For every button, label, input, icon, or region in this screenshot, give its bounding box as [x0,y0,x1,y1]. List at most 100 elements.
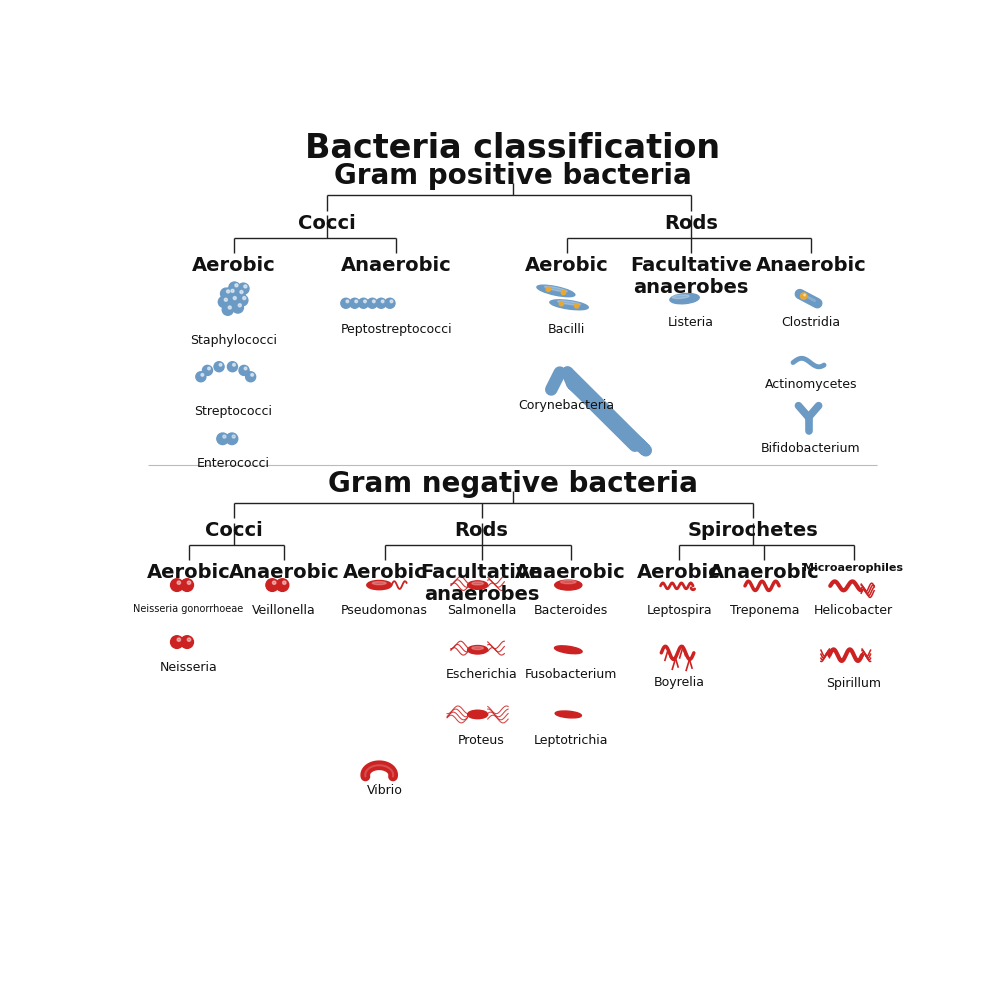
Ellipse shape [472,647,483,650]
Ellipse shape [468,581,488,589]
Text: Fusobacterium: Fusobacterium [524,668,617,681]
Circle shape [575,304,579,308]
Circle shape [561,290,566,295]
Text: Aerobic: Aerobic [343,563,426,582]
Circle shape [225,288,236,299]
Text: Microaerophiles: Microaerophiles [804,563,904,573]
Text: Spirillum: Spirillum [826,677,881,690]
Text: Aerobic: Aerobic [637,563,721,582]
Circle shape [346,300,349,303]
Circle shape [223,435,226,438]
Circle shape [229,282,240,293]
Circle shape [385,298,395,308]
Circle shape [804,294,805,296]
Circle shape [181,579,193,591]
Circle shape [234,289,245,300]
Text: Bifidobacterium: Bifidobacterium [761,442,861,455]
Circle shape [231,289,234,292]
Circle shape [364,300,366,303]
Ellipse shape [558,301,581,305]
Circle shape [244,285,247,288]
Text: Anaerobic: Anaerobic [228,563,339,582]
Text: Veillonella: Veillonella [252,604,316,617]
Circle shape [238,304,241,307]
Text: Escherichia: Escherichia [446,668,517,681]
Circle shape [350,298,360,308]
Circle shape [221,288,232,299]
Circle shape [266,579,279,591]
Text: Streptococci: Streptococci [194,405,272,418]
Text: Aerobic: Aerobic [525,256,609,275]
Text: Spirochetes: Spirochetes [687,521,818,540]
Circle shape [222,304,233,315]
Text: Anaerobic: Anaerobic [709,563,820,582]
Text: Clostridia: Clostridia [781,316,840,329]
Text: Corynebacteria: Corynebacteria [519,399,615,412]
Text: Facultative
anaerobes: Facultative anaerobes [630,256,752,297]
Circle shape [251,374,254,376]
Circle shape [217,433,228,445]
Circle shape [272,581,276,584]
Circle shape [201,374,204,376]
Circle shape [355,300,358,303]
Circle shape [177,638,181,641]
Circle shape [232,302,243,313]
Circle shape [283,581,286,584]
Circle shape [228,306,231,309]
Circle shape [235,284,238,287]
Circle shape [372,300,375,303]
Ellipse shape [468,710,488,719]
Text: Leptotrichia: Leptotrichia [533,734,608,747]
Text: Staphylococci: Staphylococci [190,334,277,347]
Ellipse shape [561,580,576,584]
Ellipse shape [670,293,699,304]
Ellipse shape [472,582,483,585]
Circle shape [276,579,289,591]
Circle shape [196,372,206,382]
Text: Rods: Rods [664,214,718,233]
Text: Bacteria classification: Bacteria classification [305,132,720,165]
Circle shape [390,300,393,303]
Ellipse shape [555,711,581,718]
Circle shape [240,290,243,294]
Ellipse shape [555,580,582,590]
Circle shape [171,579,183,591]
Circle shape [559,302,564,306]
Ellipse shape [468,646,488,654]
Circle shape [381,300,384,303]
Text: Anaerobic: Anaerobic [515,563,626,582]
Circle shape [227,295,238,306]
Text: Bacteroides: Bacteroides [534,604,608,617]
Ellipse shape [537,285,575,297]
Circle shape [233,297,236,300]
Text: Enterococci: Enterococci [197,457,270,470]
Text: Cocci: Cocci [205,521,262,540]
Circle shape [376,298,386,308]
Text: Rods: Rods [455,521,508,540]
Text: Pseudomonas: Pseudomonas [341,604,428,617]
Circle shape [569,380,575,386]
Circle shape [358,298,369,308]
Text: Listeria: Listeria [668,316,714,329]
Circle shape [232,435,235,438]
Text: Actinomycetes: Actinomycetes [765,378,857,391]
Ellipse shape [545,286,567,292]
Circle shape [239,365,249,375]
Text: Aerobic: Aerobic [147,563,230,582]
Circle shape [177,581,181,584]
Circle shape [227,290,230,293]
Circle shape [341,298,351,308]
Circle shape [208,367,210,370]
Text: Boyrelia: Boyrelia [654,676,705,689]
Text: Salmonella: Salmonella [447,604,516,617]
Circle shape [246,372,256,382]
Circle shape [801,293,807,299]
Text: Treponema: Treponema [730,604,799,617]
Circle shape [238,283,249,294]
Circle shape [226,433,238,445]
Circle shape [218,296,229,308]
Text: Anaerobic: Anaerobic [756,256,866,275]
Text: Aerobic: Aerobic [192,256,275,275]
Circle shape [548,386,554,393]
Text: Neisseria: Neisseria [160,661,217,674]
